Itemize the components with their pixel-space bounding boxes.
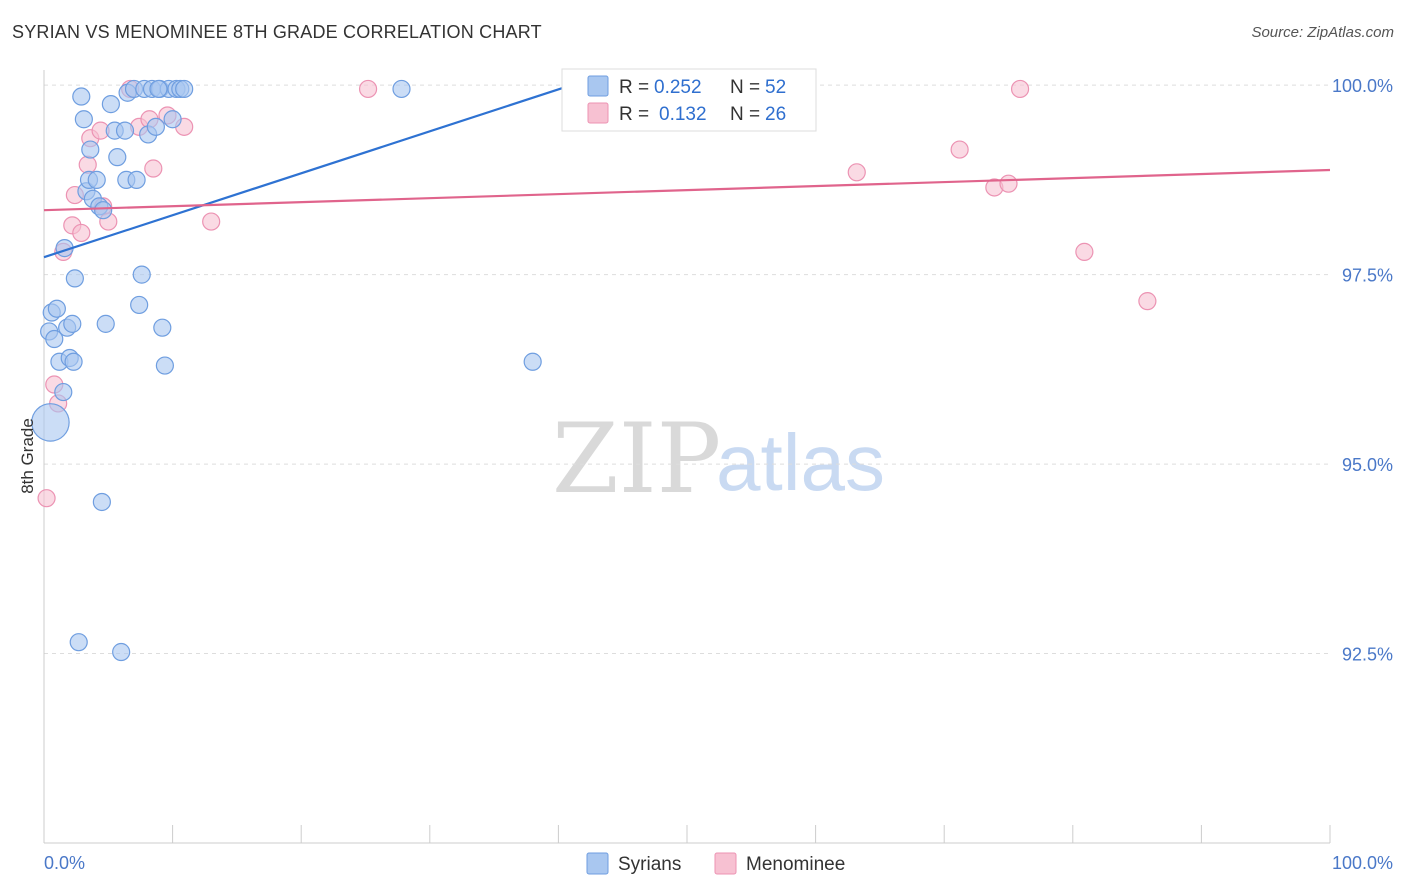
point-menominee xyxy=(78,155,97,174)
point-syrians xyxy=(65,269,84,288)
series-legend: Syrians Menominee xyxy=(586,852,845,875)
legend-n-value-syrians: 52 xyxy=(765,77,786,98)
point-menominee xyxy=(37,489,56,508)
point-syrians xyxy=(45,329,64,349)
series-legend-label-syrians: Syrians xyxy=(618,854,681,875)
y-tick-label: 95.0% xyxy=(1342,455,1393,475)
y-tick-label: 97.5% xyxy=(1342,266,1393,286)
point-syrians xyxy=(92,492,111,512)
y-tick-label: 92.5% xyxy=(1342,645,1393,665)
point-syrians xyxy=(146,117,165,136)
axis-layer xyxy=(43,70,1331,844)
point-syrians xyxy=(96,314,115,333)
point-syrians xyxy=(149,79,168,99)
legend-n-label-menominee: N = xyxy=(730,104,760,125)
legend-n-value-menominee: 26 xyxy=(765,104,786,125)
point-syrians xyxy=(392,79,411,99)
watermark-zip: ZIP xyxy=(552,403,721,515)
point-menominee xyxy=(1075,242,1094,261)
point-syrians xyxy=(69,633,88,652)
point-syrians xyxy=(64,352,83,371)
point-syrians xyxy=(163,110,182,129)
point-syrians xyxy=(153,318,172,337)
point-syrians xyxy=(54,382,73,402)
chart-source: Source: ZipAtlas.com xyxy=(1251,24,1394,41)
point-syrians xyxy=(132,265,151,284)
point-menominee xyxy=(1138,292,1157,311)
y-axis-label: 8th Grade xyxy=(18,418,37,494)
point-syrians xyxy=(523,352,542,371)
legend-swatch-syrians xyxy=(587,75,609,97)
point-menominee xyxy=(358,79,378,99)
points-layer xyxy=(31,79,1157,662)
point-syrians xyxy=(74,110,93,129)
point-syrians xyxy=(155,356,174,375)
y-tick-label: 100.0% xyxy=(1332,76,1393,96)
point-syrians xyxy=(115,121,135,140)
point-menominee xyxy=(202,212,221,231)
legend-r-value-syrians: 0.252 xyxy=(654,77,702,98)
series-legend-swatch-syrians xyxy=(586,852,609,875)
point-menominee xyxy=(72,223,91,243)
trend-layer xyxy=(43,84,1331,259)
point-syrians xyxy=(47,299,66,318)
stats-legend: R = 0.252 N = 52 R = 0.132 N = 26 xyxy=(561,68,817,132)
watermark-atlas: atlas xyxy=(716,418,885,507)
point-menominee xyxy=(999,174,1018,193)
trendline-syrians xyxy=(43,84,572,259)
x-tick-label-max: 100.0% xyxy=(1332,853,1393,873)
legend-n-label-syrians: N = xyxy=(730,77,760,98)
chart-title: SYRIAN VS MENOMINEE 8TH GRADE CORRELATIO… xyxy=(12,22,542,42)
point-syrians xyxy=(63,314,82,333)
point-syrians xyxy=(130,295,149,315)
point-menominee xyxy=(1010,79,1030,99)
point-menominee xyxy=(847,163,866,182)
point-syrians xyxy=(175,79,194,99)
grid-layer: 100.0% 97.5% 95.0% 92.5% xyxy=(44,76,1393,665)
point-menominee xyxy=(144,159,163,178)
point-syrians xyxy=(101,95,120,114)
point-menominee xyxy=(950,140,969,159)
series-legend-swatch-menominee xyxy=(714,852,737,875)
point-syrians xyxy=(108,148,127,167)
series-legend-label-menominee: Menominee xyxy=(746,854,845,875)
point-syrians xyxy=(94,201,113,220)
point-syrians xyxy=(112,642,131,662)
legend-r-label-menominee: R = xyxy=(619,104,649,125)
legend-swatch-menominee xyxy=(587,102,609,124)
point-syrians xyxy=(81,140,100,159)
point-syrians xyxy=(87,170,106,189)
point-syrians xyxy=(127,170,146,189)
legend-r-label-syrians: R = xyxy=(619,77,649,98)
x-tick-label-min: 0.0% xyxy=(44,853,85,873)
point-syrians xyxy=(72,87,91,106)
legend-r-value-menominee: 0.132 xyxy=(659,104,707,125)
point-syrians xyxy=(31,403,70,442)
trendline-menominee xyxy=(43,168,1331,212)
